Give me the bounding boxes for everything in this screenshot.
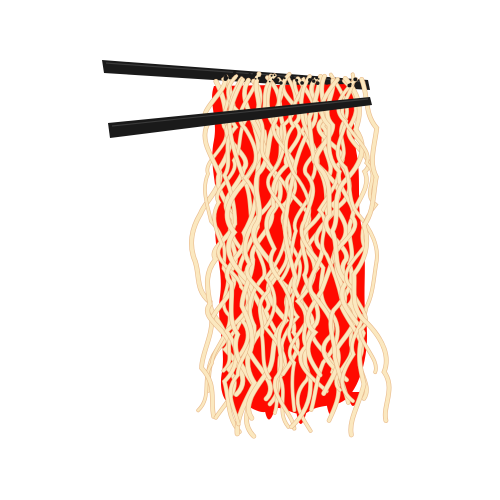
front-chopstick-body (108, 97, 372, 138)
noodle-strand (246, 74, 289, 421)
chopstick-wrap-speck (317, 78, 320, 80)
chopstick-wrap-speck (349, 82, 352, 86)
chopstick-wrap-speck (270, 74, 273, 77)
chopstick-wrap-speck (252, 72, 257, 77)
noodle-strand (306, 74, 348, 377)
chopstick-wrap-speck (275, 78, 280, 82)
chopstick-wrap-speck (248, 72, 251, 75)
chopstick-wrap-speck (315, 81, 320, 85)
chopstick-wrap-speck (291, 75, 295, 79)
noodle-strands (189, 71, 392, 439)
chopstick-wrap-speck (279, 81, 283, 85)
chopstick-wrap-speck (358, 85, 361, 88)
noodle-strand (300, 77, 340, 412)
front-chopstick-highlight (111, 98, 369, 127)
chopstick-wrap-speck (295, 78, 299, 82)
chopstick-wrap-speck (283, 77, 286, 80)
noodle-strand (264, 79, 302, 376)
chopstick-wrap-speck (238, 75, 241, 78)
noodle-strand (199, 75, 238, 419)
chopstick-wrap-speck (312, 79, 316, 83)
chopstick-wrap-speck (254, 77, 257, 80)
noodle-strand (222, 78, 256, 434)
chopstick-wrap-speck (223, 77, 228, 81)
noodle-strand (319, 77, 355, 405)
chopstick-wrap-speck (271, 78, 274, 81)
noodle-strand (330, 76, 366, 437)
chopstick-wrap-speck (308, 78, 312, 82)
sauce-drip (348, 392, 360, 406)
chopstick-wrap-speck (257, 76, 261, 80)
chopstick-wrap-speck (268, 80, 271, 83)
chopstick-wrap-speck (228, 75, 232, 80)
noodle-strand (229, 77, 266, 426)
noodle-strand (352, 77, 391, 423)
chopstick-wrap-speck (300, 74, 304, 78)
chopstick-wrap-speck (325, 81, 329, 85)
noodle-strand (240, 72, 283, 401)
chopstick-wrap-speck (311, 76, 315, 79)
chopstick-wrap-speck (315, 76, 319, 80)
front-chopstick (108, 97, 372, 138)
chopstick-wrap-speck (233, 71, 237, 75)
chopstick-wrap-speck (224, 74, 228, 78)
chopstick-wrap-speck (300, 81, 304, 85)
sauce-drip (264, 405, 276, 420)
chopstick-wrap-speck (273, 74, 276, 77)
noodle-strand (257, 74, 292, 380)
chopstick-wrap-speck (353, 77, 358, 82)
